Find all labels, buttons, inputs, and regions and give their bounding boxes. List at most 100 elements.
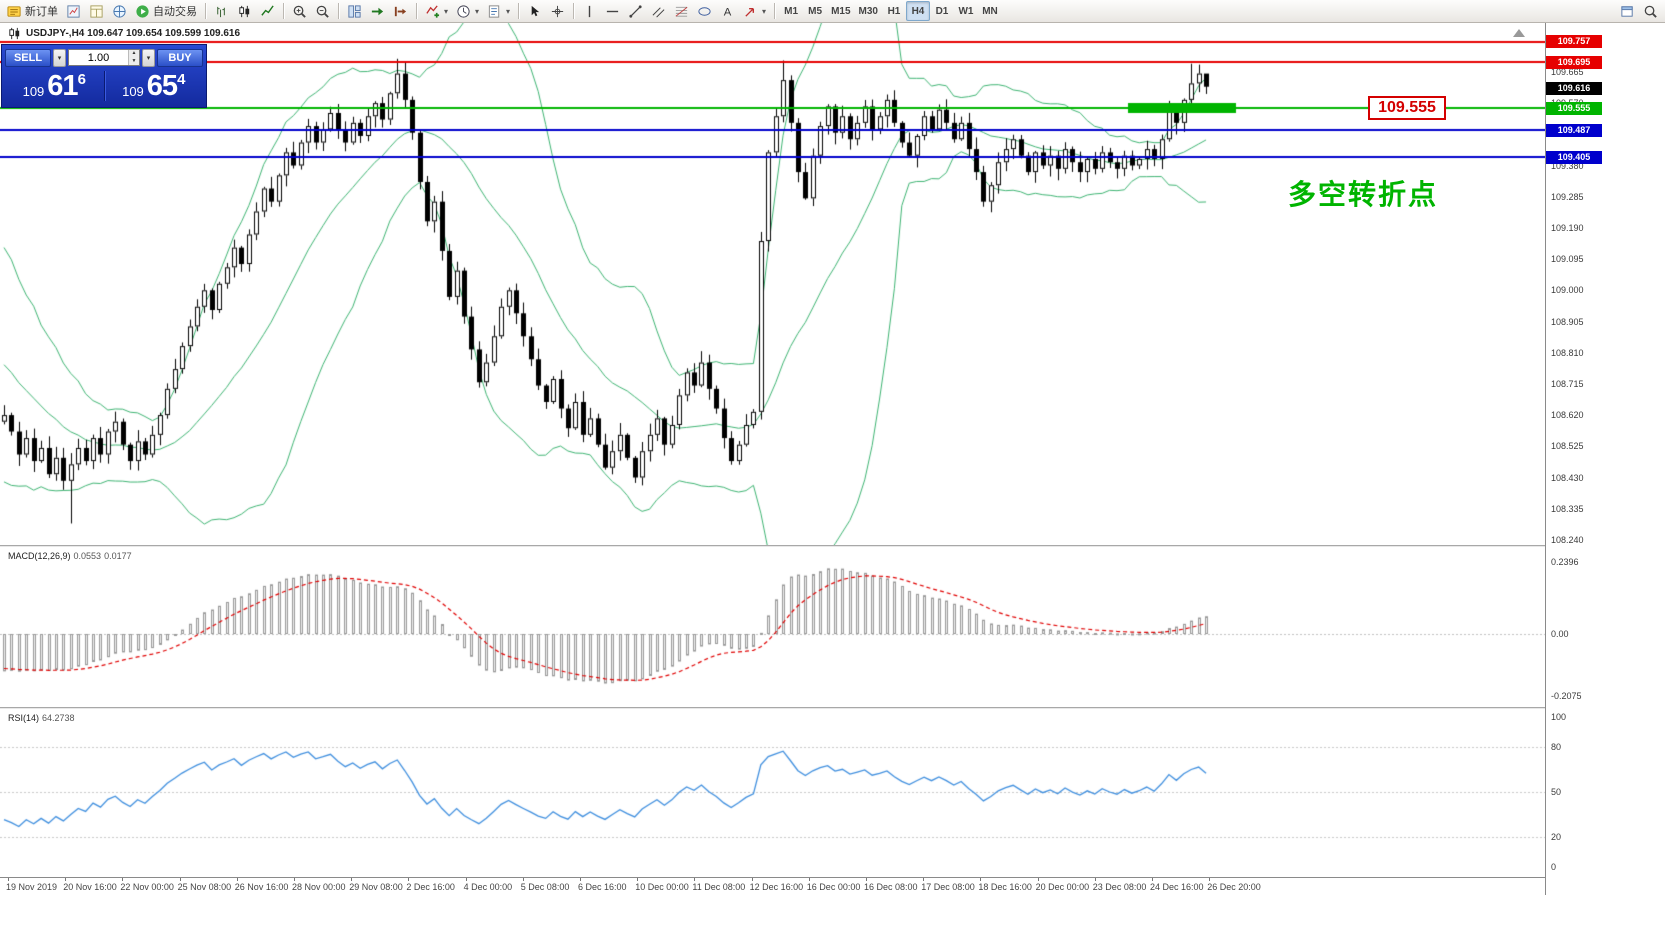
toolbar-separator [573, 3, 575, 19]
trendline-button[interactable] [624, 1, 647, 21]
channel-button[interactable] [647, 1, 670, 21]
navigator-button[interactable] [108, 1, 131, 21]
toolbar-separator [283, 3, 284, 19]
new-window-button[interactable] [1616, 1, 1639, 21]
zoom-in-button[interactable] [288, 1, 311, 21]
svg-text:A: A [724, 6, 732, 18]
volume-down-button[interactable]: ▼ [131, 57, 137, 64]
indicators-icon [425, 4, 440, 19]
buy-price-display[interactable]: 109 65 4 [105, 70, 204, 103]
horizontal-line-button[interactable] [601, 1, 624, 21]
time-tick [751, 878, 753, 881]
auto-scroll-icon [370, 4, 385, 19]
bar-chart-icon [214, 4, 229, 19]
templates-button[interactable]: ▾ [483, 1, 514, 21]
cursor-button[interactable] [523, 1, 546, 21]
sell-options-arrow-icon[interactable]: ▾ [53, 48, 66, 67]
time-axis-label: 5 Dec 08:00 [520, 882, 570, 892]
price-axis-label: 108.430 [1551, 472, 1584, 483]
timeframe-m30[interactable]: M30 [858, 5, 878, 17]
navigator-icon [112, 4, 127, 19]
new-order-icon [7, 4, 22, 19]
chart-shift-button[interactable] [389, 1, 412, 21]
main-chart-canvas[interactable] [0, 23, 1545, 545]
shapes-button[interactable] [693, 1, 716, 21]
dropdown-arrow-icon[interactable]: ▾ [762, 6, 767, 16]
time-axis-label: 16 Dec 08:00 [864, 882, 918, 892]
zoom-out-button[interactable] [311, 1, 334, 21]
rsi-panel-canvas[interactable] [0, 709, 1545, 877]
vertical-line-button[interactable] [578, 1, 601, 21]
fibonacci-button[interactable] [670, 1, 693, 21]
one-click-trading-panel: SELL ▾ ▲ ▼ ▾ BUY 109 61 6 [1, 44, 207, 108]
time-tick [637, 878, 639, 881]
bar-chart-button[interactable] [210, 1, 233, 21]
price-axis-label: 108.620 [1551, 410, 1584, 421]
text-icon: A [720, 4, 735, 19]
search-button[interactable] [1639, 1, 1662, 21]
dropdown-arrow-icon[interactable]: ▾ [444, 6, 449, 16]
autotrading-button[interactable]: 自动交易 [131, 1, 201, 21]
data-window-button[interactable] [85, 1, 108, 21]
vertical-line-icon [582, 4, 597, 19]
volume-up-button[interactable]: ▲ [131, 50, 137, 56]
dropdown-arrow-icon[interactable]: ▾ [475, 6, 480, 16]
time-axis-label: 26 Dec 20:00 [1207, 882, 1261, 892]
line-chart-button[interactable] [256, 1, 279, 21]
time-axis-label: 20 Dec 00:00 [1035, 882, 1090, 892]
chart-window: 109.665109.570109.475109.380109.285109.1… [0, 23, 1665, 943]
time-tick [522, 878, 524, 881]
timeframe-h4[interactable]: H4 [905, 1, 930, 21]
indicators-button[interactable]: ▾ [421, 1, 452, 21]
chart-shift-icon [393, 4, 408, 19]
timeframe-m1[interactable]: M1 [784, 5, 799, 17]
sell-button[interactable]: SELL [5, 48, 51, 67]
zoom-out-icon [315, 4, 330, 19]
text-button[interactable]: A [716, 1, 739, 21]
arrows-button[interactable]: ▾ [739, 1, 770, 21]
market-watch-button[interactable] [62, 1, 85, 21]
time-axis-label: 28 Nov 00:00 [292, 882, 346, 892]
buy-options-arrow-icon[interactable]: ▾ [142, 48, 155, 67]
timeframe-mn[interactable]: MN [982, 5, 998, 17]
volume-input[interactable] [69, 50, 128, 65]
periods-button[interactable]: ▾ [452, 1, 483, 21]
panel-separator[interactable] [0, 545, 1545, 547]
time-tick [122, 878, 124, 881]
time-axis-label: 12 Dec 16:00 [749, 882, 804, 892]
trendline-icon [628, 4, 643, 19]
price-tag-109.616: 109.616 [1546, 81, 1602, 95]
time-tick [1152, 878, 1153, 881]
macd-panel-canvas[interactable] [0, 547, 1545, 707]
auto-scroll-button[interactable] [366, 1, 389, 21]
rsi-axis-label: 80 [1551, 742, 1562, 752]
dropdown-arrow-icon[interactable]: ▾ [506, 6, 511, 16]
timeframe-d1[interactable]: D1 [935, 5, 949, 17]
scroll-up-arrow-icon[interactable] [1513, 29, 1525, 37]
timeframe-w1[interactable]: W1 [958, 5, 974, 17]
price-label-object[interactable]: 109.555 [1368, 96, 1446, 120]
tile-windows-icon [347, 4, 362, 19]
timeframe-h1[interactable]: H1 [887, 5, 901, 17]
sell-price-display[interactable]: 109 61 6 [5, 70, 104, 103]
buy-button[interactable]: BUY [157, 48, 203, 67]
time-axis-label: 20 Nov 16:00 [63, 882, 117, 892]
price-axis[interactable]: 109.665109.570109.475109.380109.285109.1… [1546, 23, 1665, 943]
rsi-axis-label: 100 [1551, 712, 1567, 722]
time-tick [179, 878, 181, 881]
arrows-icon [743, 4, 758, 19]
candlestick-chart-button[interactable] [233, 1, 256, 21]
price-axis-label: 108.905 [1551, 316, 1584, 327]
time-axis-label: 11 Dec 08:00 [692, 882, 746, 892]
annotation-text-object[interactable]: 多空转折点 [1288, 179, 1439, 210]
line-chart-icon [260, 4, 275, 19]
crosshair-button[interactable] [546, 1, 569, 21]
new-order-button[interactable]: 新订单 [3, 1, 62, 21]
time-axis[interactable]: 19 Nov 2019 20 Nov 16:00 22 Nov 00:00 25 No… [0, 877, 1545, 901]
tile-windows-button[interactable] [343, 1, 366, 21]
timeframe-m5[interactable]: M5 [808, 5, 823, 17]
horizontal-line-icon [605, 4, 620, 19]
panel-separator[interactable] [0, 707, 1545, 709]
timeframe-m15[interactable]: M15 [831, 5, 851, 17]
